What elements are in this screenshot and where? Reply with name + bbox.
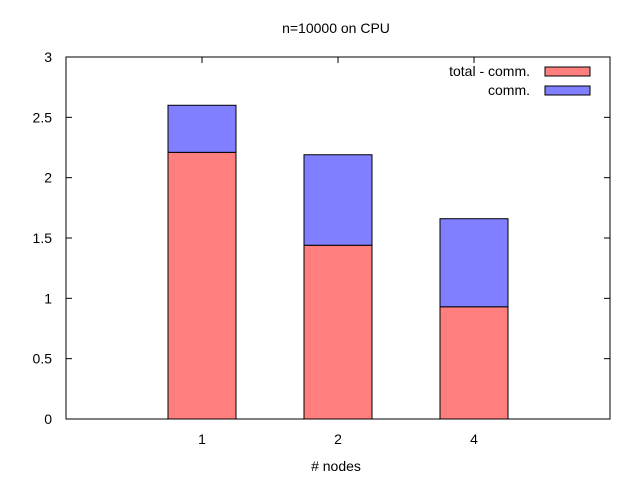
bar-segment-comm: [439, 218, 509, 308]
y-tick-label: 2.5: [33, 109, 53, 125]
x-tick-label: 2: [334, 431, 342, 447]
legend: total - comm. comm.: [449, 63, 591, 98]
bar-segment-total-minus-comm: [303, 244, 373, 420]
y-axis: 0 0.5 1 1.5 2 2.5 3: [33, 49, 610, 427]
x-tick-label: 4: [470, 431, 478, 447]
bar-segment-total-minus-comm: [439, 306, 509, 420]
y-tick-label: 1.5: [33, 230, 53, 246]
x-tick-label: 1: [198, 431, 206, 447]
bar-segment-comm: [303, 154, 373, 246]
bar-segment-total-minus-comm: [167, 151, 237, 420]
y-tick-label: 0.5: [33, 351, 53, 367]
y-tick-label: 0: [44, 411, 52, 427]
legend-swatch: [544, 66, 591, 77]
legend-label: total - comm.: [449, 63, 530, 79]
chart-title: n=10000 on CPU: [282, 20, 390, 36]
y-tick-label: 1: [44, 290, 52, 306]
y-tick-label: 3: [44, 49, 52, 65]
legend-label: comm.: [488, 82, 530, 98]
y-tick-label: 2: [44, 170, 52, 186]
bar-segment-comm: [167, 104, 237, 153]
legend-swatch: [544, 85, 591, 96]
x-axis-label: # nodes: [311, 458, 361, 474]
bars-group: [167, 104, 509, 420]
